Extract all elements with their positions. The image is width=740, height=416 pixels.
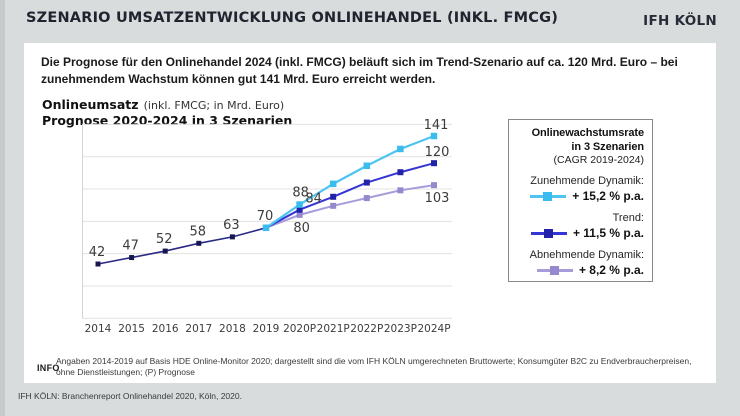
svg-text:2019: 2019 bbox=[253, 323, 280, 335]
legend-entry-value: + 15,2 % p.a. bbox=[572, 189, 644, 203]
legend-box: Onlinewachstumsrate in 3 Szenarien (CAGR… bbox=[508, 119, 653, 282]
svg-text:52: 52 bbox=[156, 232, 173, 247]
svg-text:2020P: 2020P bbox=[283, 323, 316, 335]
legend-entry-zunehmende-dynamik: Zunehmende Dynamik: + 15,2 % p.a. bbox=[511, 175, 644, 204]
legend-entry-label: Zunehmende Dynamik: bbox=[530, 175, 644, 187]
legend-entry-label: Trend: bbox=[612, 212, 644, 224]
svg-text:2024P: 2024P bbox=[417, 323, 450, 335]
info-note: Angaben 2014-2019 auf Basis HDE Online-M… bbox=[56, 356, 692, 377]
svg-text:47: 47 bbox=[122, 239, 139, 254]
legend-entry-label: Abnehmende Dynamik: bbox=[529, 249, 644, 261]
source-line: IFH KÖLN: Branchenreport Onlinehandel 20… bbox=[18, 391, 242, 401]
chart-unit: (inkl. FMCG; in Mrd. Euro) bbox=[143, 99, 285, 112]
legend-entry-trend: Trend: + 11,5 % p.a. bbox=[511, 212, 644, 241]
cyan-line-marker-icon bbox=[530, 191, 567, 201]
left-edge-strip bbox=[0, 0, 5, 416]
svg-text:103: 103 bbox=[425, 191, 450, 206]
svg-text:84: 84 bbox=[305, 192, 322, 207]
page-title: SZENARIO UMSATZENTWICKLUNG ONLINEHANDEL … bbox=[26, 10, 559, 26]
info-label: INFO bbox=[37, 363, 60, 373]
svg-text:2016: 2016 bbox=[152, 323, 179, 335]
chart-title: Onlineumsatz bbox=[42, 97, 139, 112]
svg-text:63: 63 bbox=[223, 218, 240, 233]
ifh-koeln-logo: IFH KÖLN bbox=[643, 13, 717, 29]
purple-line-marker-icon bbox=[536, 265, 573, 275]
legend-entry-abnehmende-dynamik: Abnehmende Dynamik: + 8,2 % p.a. bbox=[511, 249, 644, 278]
legend-title-line1: Onlinewachstumsrate bbox=[531, 127, 645, 139]
legend-entry-value-row: + 8,2 % p.a. bbox=[511, 262, 644, 278]
legend-entry-value: + 11,5 % p.a. bbox=[572, 226, 644, 240]
svg-text:2015: 2015 bbox=[118, 323, 145, 335]
svg-text:2014: 2014 bbox=[85, 323, 112, 335]
legend-subtitle: (CAGR 2019-2024) bbox=[553, 154, 644, 166]
svg-text:2022P: 2022P bbox=[350, 323, 383, 335]
chart-heading-line1: Onlineumsatz (inkl. FMCG; in Mrd. Euro) bbox=[42, 96, 292, 113]
svg-text:88: 88 bbox=[292, 186, 309, 201]
svg-text:2018: 2018 bbox=[219, 323, 246, 335]
legend-entry-value-row: + 15,2 % p.a. bbox=[511, 188, 644, 204]
svg-text:2021P: 2021P bbox=[317, 323, 350, 335]
blue-line-marker-icon bbox=[530, 228, 567, 238]
svg-text:58: 58 bbox=[190, 224, 207, 239]
svg-text:80: 80 bbox=[293, 221, 310, 236]
key-message-text: Die Prognose für den Onlinehandel 2024 (… bbox=[41, 55, 678, 86]
svg-text:120: 120 bbox=[425, 145, 450, 160]
legend-entry-value-row: + 11,5 % p.a. bbox=[511, 225, 644, 241]
svg-text:42: 42 bbox=[89, 245, 106, 260]
chart-svg: 42 47 52 58 63 70 80 103 84 120 88 141 2014 2015 2016 2… bbox=[82, 118, 452, 335]
svg-text:2017: 2017 bbox=[185, 323, 212, 335]
svg-text:2023P: 2023P bbox=[384, 323, 417, 335]
legend-title-line2: in 3 Szenarien bbox=[571, 141, 644, 153]
svg-text:141: 141 bbox=[424, 118, 449, 133]
svg-text:70: 70 bbox=[257, 209, 274, 224]
content-card: Die Prognose für den Onlinehandel 2024 (… bbox=[24, 43, 716, 383]
legend-entry-value: + 8,2 % p.a. bbox=[578, 263, 644, 277]
